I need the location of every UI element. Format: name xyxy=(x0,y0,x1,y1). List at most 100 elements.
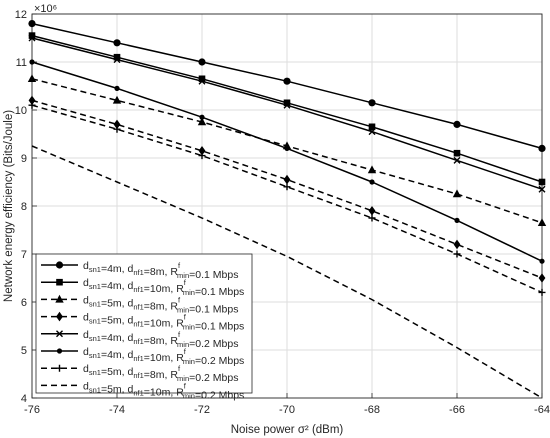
legend-entry: dsn1=5m, dnf1=8m, Rf min=0.2 Mbps xyxy=(41,363,238,384)
x-tick-label: -74 xyxy=(109,404,125,416)
legend-entry: dsn1=5m, dnf1=10m, Rf min=0.1 Mbps xyxy=(41,312,244,333)
y-tick-label: 4 xyxy=(21,393,27,405)
legend-box xyxy=(35,253,253,394)
legend-label: dsn1=4m, dnf1=8m, Rf min=0.2 Mbps xyxy=(83,329,238,350)
data-point xyxy=(538,288,546,296)
series-layer xyxy=(27,20,547,399)
data-point xyxy=(453,156,461,164)
legend-marker xyxy=(56,311,63,322)
data-point xyxy=(198,77,206,85)
y-tick-label: 5 xyxy=(21,345,27,357)
data-point xyxy=(453,120,461,128)
data-point xyxy=(368,206,376,216)
data-point xyxy=(28,34,36,42)
y-axis-label: Network energy efficiency (Bits/Joule) xyxy=(3,110,15,302)
data-point xyxy=(283,99,291,107)
x-tick-label: -64 xyxy=(534,404,550,416)
legend-label: dsn1=5m, dnf1=10m, Rf min=0.2 Mbps xyxy=(83,380,244,401)
series-7 xyxy=(28,101,546,296)
y-tick-label: 6 xyxy=(21,297,27,309)
y-tick-label: 12 xyxy=(15,9,27,21)
data-point xyxy=(113,56,121,64)
legend-marker xyxy=(56,278,63,286)
legend-marker xyxy=(55,261,64,269)
axes-box xyxy=(31,13,543,399)
data-point xyxy=(367,165,377,174)
legend-entry: dsn1=4m, dnf1=8m, Rf min=0.1 Mbps xyxy=(41,260,238,281)
axes: -76 -74 -72 -70 -68 -66 -64 4 5 6 7 8 9 10 11 12 xyxy=(15,9,550,416)
series-6 xyxy=(29,59,545,264)
data-point xyxy=(538,185,546,193)
y-tick-label: 7 xyxy=(21,249,27,261)
data-point xyxy=(113,39,121,47)
data-point xyxy=(113,119,121,130)
data-point xyxy=(537,218,547,226)
data-point xyxy=(368,128,376,136)
data-point xyxy=(453,149,461,157)
data-point xyxy=(284,145,290,151)
data-point xyxy=(28,32,36,39)
data-point xyxy=(283,77,291,85)
legend-marker xyxy=(56,364,63,372)
y-tick-label: 9 xyxy=(21,153,27,165)
legend-marker xyxy=(56,330,63,338)
legend-entry: dsn1=4m, dnf1=10m, Rf min=0.2 Mbps xyxy=(41,346,244,367)
series-5 xyxy=(28,34,546,193)
data-point xyxy=(283,101,291,109)
data-point xyxy=(113,53,121,61)
data-point xyxy=(28,95,36,106)
legend-marker xyxy=(56,348,63,354)
data-point xyxy=(452,189,462,198)
data-point xyxy=(539,258,545,264)
data-point xyxy=(198,152,206,160)
data-point xyxy=(368,99,376,107)
data-point xyxy=(453,239,461,250)
x-axis-label: Noise power σ² (dBm) xyxy=(231,424,344,436)
data-point xyxy=(197,117,207,126)
data-point xyxy=(27,74,37,82)
legend-entry: dsn1=5m, dnf1=10m, Rf min=0.2 Mbps xyxy=(41,380,244,401)
data-point xyxy=(538,178,546,186)
legend-marker xyxy=(55,294,64,303)
data-point xyxy=(538,144,546,152)
data-point xyxy=(198,75,206,83)
data-point xyxy=(28,20,36,28)
data-point xyxy=(368,123,376,131)
x-tick-label: -68 xyxy=(364,404,380,416)
series-8 xyxy=(31,145,543,399)
legend-entry: dsn1=4m, dnf1=8m, Rf min=0.2 Mbps xyxy=(41,329,238,350)
data-point xyxy=(283,174,291,185)
x-tick-label: -76 xyxy=(24,404,40,416)
y-tick-label: 11 xyxy=(16,57,27,69)
data-point xyxy=(198,58,206,66)
legend-entry: dsn1=4m, dnf1=10m, Rf min=0.1 Mbps xyxy=(41,277,244,298)
data-point xyxy=(113,125,121,133)
legend-label: dsn1=4m, dnf1=10m, Rf min=0.1 Mbps xyxy=(83,277,244,298)
data-point xyxy=(369,179,375,185)
axis-labels: Noise power σ² (dBm) Network energy effi… xyxy=(3,3,343,436)
data-point xyxy=(199,114,205,120)
data-point xyxy=(198,146,206,156)
series-1 xyxy=(28,20,546,152)
legend-label: dsn1=5m, dnf1=8m, Rf min=0.2 Mbps xyxy=(83,363,238,384)
x-tick-label: -66 xyxy=(449,404,465,416)
data-point xyxy=(28,101,36,109)
x-tick-label: -72 xyxy=(194,404,210,416)
legend-entry: dsn1=5m, dnf1=8m, Rf min=0.1 Mbps xyxy=(41,294,238,315)
data-point xyxy=(368,214,376,222)
series-line xyxy=(31,145,543,399)
legend-label: dsn1=5m, dnf1=8m, Rf min=0.1 Mbps xyxy=(83,294,238,315)
x-tick-label: -70 xyxy=(279,404,295,416)
legend-label: dsn1=5m, dnf1=10m, Rf min=0.1 Mbps xyxy=(83,312,244,333)
legend-label: dsn1=4m, dnf1=8m, Rf min=0.1 Mbps xyxy=(83,260,238,281)
y-tick-label: 10 xyxy=(15,105,27,117)
data-point xyxy=(29,59,35,65)
data-point xyxy=(538,273,546,283)
legend-label: dsn1=4m, dnf1=10m, Rf min=0.2 Mbps xyxy=(83,346,244,367)
series-4 xyxy=(28,95,546,283)
data-point xyxy=(453,250,461,258)
legend: dsn1=4m, dnf1=8m, Rf min=0.1 Mbpsdsn1=4m,… xyxy=(35,253,253,401)
series-2 xyxy=(28,32,546,186)
